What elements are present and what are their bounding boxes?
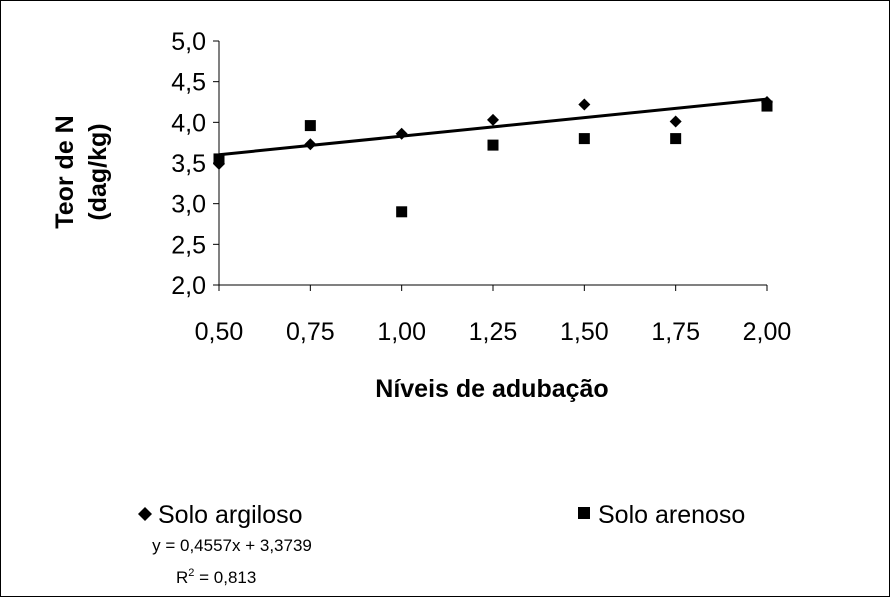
y-tick-label: 2,5 [171, 231, 206, 259]
x-tick-label: 1,75 [651, 318, 700, 346]
axes: 2,0 2,5 3,0 3,5 4,0 4,5 5,0 0,50 0,75 1,00 1,25 1,5… [171, 28, 791, 346]
y-axis-title-line2: (dag/kg) [84, 123, 112, 220]
x-tick-label: 0,50 [195, 318, 244, 346]
trendline-equation: y = 0,4557x + 3,3739 [152, 536, 312, 555]
data-points [213, 96, 773, 218]
r2-value: = 0,813 [194, 568, 256, 587]
point-solo-arenoso [670, 133, 682, 145]
legend-diamond-marker-icon [138, 507, 152, 521]
r2-prefix: R [176, 568, 188, 587]
point-solo-arenoso [396, 206, 408, 218]
y-tick-label: 4,5 [171, 69, 206, 97]
y-tick-label: 5,0 [171, 28, 206, 56]
x-tick-label: 0,75 [286, 318, 335, 346]
x-tick-label: 2,00 [743, 318, 792, 346]
point-solo-argiloso [578, 98, 591, 111]
point-solo-arenoso [213, 153, 225, 165]
point-solo-argiloso [669, 115, 682, 128]
y-tick-label: 4,0 [171, 109, 206, 137]
legend-label-solo-arenoso: Solo arenoso [598, 501, 745, 529]
y-axis-title-line1: Teor de N [51, 115, 79, 228]
point-solo-argiloso [304, 138, 317, 151]
trendline-r-squared: R2 = 0,813 [176, 567, 256, 587]
point-solo-arenoso [578, 133, 590, 145]
x-tick-label: 1,00 [377, 318, 426, 346]
legend-square-marker-icon [578, 507, 590, 519]
y-tick-label: 2,0 [171, 272, 206, 300]
point-solo-arenoso [304, 120, 316, 132]
y-axis-title-group: Teor de N (dag/kg) [51, 115, 112, 228]
y-tick-label: 3,5 [171, 150, 206, 178]
point-solo-arenoso [761, 100, 773, 112]
legend: Solo argiloso y = 0,4557x + 3,3739 R2 = … [138, 501, 745, 587]
y-tick-label: 3,0 [171, 191, 206, 219]
x-axis-title: Níveis de adubação [375, 375, 608, 403]
x-tick-label: 1,25 [469, 318, 518, 346]
point-solo-argiloso [395, 127, 408, 140]
x-tick-label: 1,50 [560, 318, 609, 346]
point-solo-arenoso [487, 139, 499, 151]
r2-superscript: 2 [188, 567, 194, 579]
point-solo-argiloso [487, 113, 499, 126]
legend-label-solo-argiloso: Solo argiloso [158, 501, 303, 529]
